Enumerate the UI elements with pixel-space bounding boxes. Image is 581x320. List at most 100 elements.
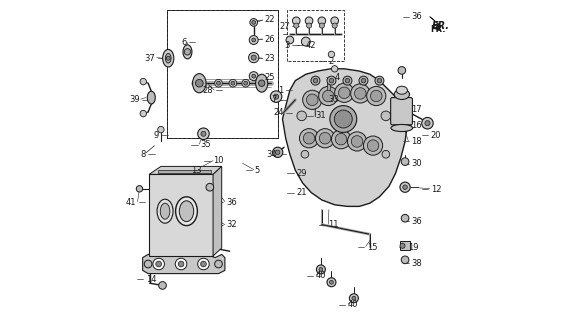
Circle shape: [401, 158, 409, 165]
Circle shape: [217, 81, 220, 85]
Text: 40: 40: [347, 300, 358, 309]
Circle shape: [320, 132, 331, 144]
Circle shape: [259, 80, 265, 86]
Circle shape: [381, 111, 390, 121]
Circle shape: [206, 183, 214, 191]
Circle shape: [153, 258, 164, 270]
Ellipse shape: [180, 201, 193, 221]
Circle shape: [214, 79, 223, 87]
Circle shape: [377, 78, 382, 83]
Ellipse shape: [157, 199, 173, 223]
Text: 13: 13: [191, 166, 201, 175]
Circle shape: [401, 256, 409, 264]
Circle shape: [231, 81, 235, 85]
Text: 10: 10: [213, 156, 224, 165]
Circle shape: [251, 55, 256, 60]
Text: 17: 17: [411, 105, 422, 114]
Text: 11: 11: [328, 220, 339, 229]
Circle shape: [375, 76, 384, 85]
Ellipse shape: [391, 124, 413, 132]
Circle shape: [294, 23, 299, 28]
Circle shape: [166, 56, 170, 60]
Text: 20: 20: [431, 131, 441, 140]
Circle shape: [311, 76, 320, 85]
Ellipse shape: [394, 89, 410, 100]
Circle shape: [367, 86, 386, 106]
Circle shape: [144, 260, 152, 268]
Ellipse shape: [166, 53, 171, 63]
Text: 15: 15: [367, 243, 377, 252]
Circle shape: [313, 78, 318, 83]
Text: 4: 4: [335, 73, 340, 82]
Circle shape: [200, 261, 206, 267]
Polygon shape: [213, 166, 222, 256]
Polygon shape: [149, 174, 213, 256]
Circle shape: [329, 280, 333, 284]
Text: 3: 3: [285, 41, 290, 50]
Circle shape: [252, 38, 256, 42]
Circle shape: [156, 261, 162, 267]
Circle shape: [331, 17, 339, 25]
Text: 8: 8: [141, 150, 146, 159]
Bar: [400, 241, 410, 250]
Text: 1: 1: [278, 86, 284, 95]
Circle shape: [339, 87, 350, 99]
Text: 23: 23: [264, 54, 275, 63]
Circle shape: [249, 52, 259, 63]
Text: 14: 14: [146, 275, 156, 284]
Circle shape: [335, 133, 347, 145]
Text: FR.: FR.: [431, 25, 446, 34]
Circle shape: [351, 84, 370, 103]
Circle shape: [334, 110, 352, 128]
Text: 35: 35: [200, 140, 211, 149]
Circle shape: [184, 49, 191, 55]
Circle shape: [244, 81, 248, 85]
Text: 33: 33: [328, 95, 339, 104]
Circle shape: [299, 129, 318, 148]
Text: 36: 36: [411, 12, 422, 21]
Circle shape: [422, 117, 433, 129]
Circle shape: [327, 76, 336, 85]
Text: 36: 36: [226, 198, 236, 207]
Circle shape: [327, 278, 336, 287]
Ellipse shape: [175, 197, 198, 226]
Circle shape: [367, 140, 379, 151]
Circle shape: [286, 36, 294, 44]
Circle shape: [175, 258, 187, 270]
Circle shape: [329, 78, 333, 83]
Circle shape: [352, 296, 356, 300]
Circle shape: [214, 260, 223, 268]
Circle shape: [272, 147, 283, 157]
Circle shape: [242, 79, 250, 87]
Circle shape: [229, 79, 236, 87]
Ellipse shape: [192, 74, 206, 93]
Circle shape: [335, 83, 354, 102]
Circle shape: [330, 106, 357, 132]
Circle shape: [400, 182, 410, 192]
Circle shape: [307, 94, 318, 106]
Circle shape: [249, 36, 258, 44]
Text: 34: 34: [267, 150, 277, 159]
Circle shape: [249, 72, 258, 81]
Text: 28: 28: [202, 86, 213, 95]
Circle shape: [302, 37, 310, 46]
Text: 41: 41: [125, 198, 137, 207]
Circle shape: [332, 23, 337, 28]
Text: 25: 25: [264, 73, 275, 82]
Text: 2: 2: [328, 57, 333, 66]
Text: 6: 6: [181, 38, 187, 47]
Circle shape: [303, 90, 322, 109]
Text: 39: 39: [129, 95, 139, 104]
Circle shape: [201, 131, 206, 136]
Ellipse shape: [256, 74, 268, 92]
Text: 22: 22: [264, 15, 275, 24]
Text: 27: 27: [279, 22, 290, 31]
Circle shape: [315, 129, 335, 148]
Circle shape: [250, 19, 257, 26]
Text: 42: 42: [306, 41, 317, 50]
Circle shape: [275, 150, 280, 155]
Bar: [327, 82, 330, 99]
FancyBboxPatch shape: [390, 98, 413, 125]
Text: 38: 38: [411, 259, 422, 268]
Circle shape: [359, 76, 368, 85]
